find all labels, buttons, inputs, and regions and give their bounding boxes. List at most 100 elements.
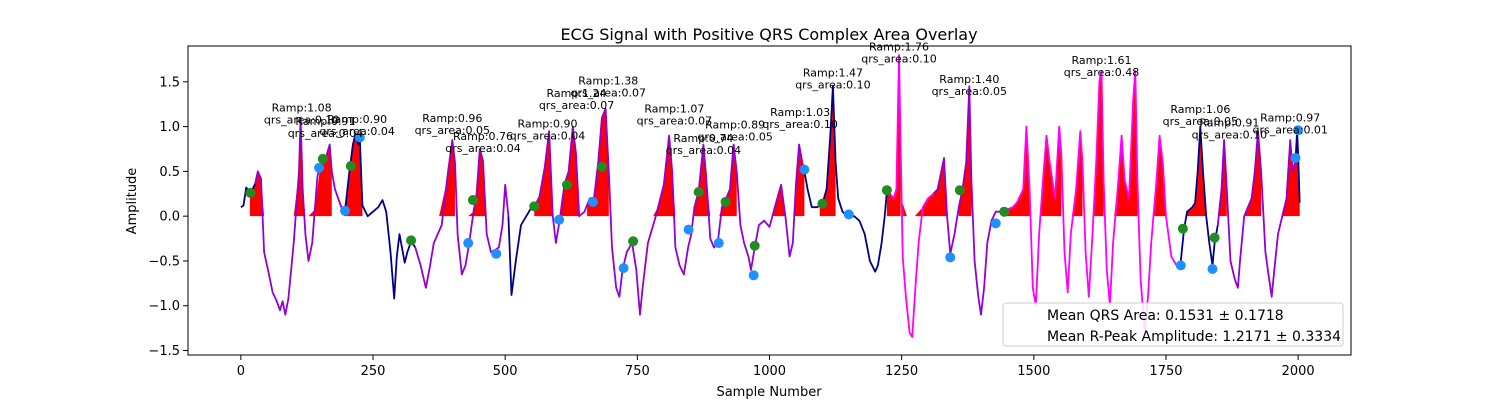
qrs-area-fill-5 (468, 149, 487, 217)
annotation-ramp-15: Ramp:1.61 (1071, 54, 1131, 67)
y-axis-ticks: −1.5 −1.0 −0.5 0.0 0.5 1.0 1.5 (148, 75, 188, 359)
wave-markers (245, 125, 1304, 281)
legend: Mean QRS Area: 0.1531 ± 0.1718 Mean R-Pe… (1002, 302, 1344, 347)
s-wave-marker-4 (491, 248, 502, 259)
s-wave-marker-12 (843, 209, 854, 220)
annotation-qrs-area-8: qrs_area:0.07 (637, 114, 712, 127)
s-wave-marker-3 (463, 238, 474, 249)
q-wave-marker-15 (999, 206, 1010, 217)
x-tick-label-8: 2000 (1282, 364, 1315, 379)
signal-segment-2 (340, 132, 417, 300)
signal-segment-8 (932, 85, 1005, 316)
x-tick-label-2: 500 (493, 364, 518, 379)
annotation-ramp-0: Ramp:1.08 (272, 101, 332, 114)
x-tick-label-1: 250 (361, 364, 386, 379)
qrs-area-fill-22 (1114, 71, 1138, 217)
annotation-ramp-2: Ramp:0.90 (327, 113, 387, 126)
signal-segment-9 (1003, 70, 1182, 334)
q-wave-marker-0 (245, 187, 256, 198)
s-wave-marker-17 (1290, 152, 1301, 163)
q-wave-marker-12 (817, 198, 828, 209)
annotation-ramp-7: Ramp:1.38 (578, 75, 638, 88)
annotation-qrs-area-11: qrs_area:0.10 (762, 118, 837, 131)
qrs-area-fill-16 (901, 157, 948, 217)
y-tick-label-2: −0.5 (148, 254, 180, 269)
q-wave-marker-4 (467, 195, 478, 206)
s-wave-marker-13 (945, 252, 956, 263)
q-wave-marker-17 (1209, 232, 1220, 243)
y-tick-label-5: 1.0 (159, 120, 180, 135)
annotation-qrs-area-2: qrs_area:0.04 (319, 125, 394, 138)
q-wave-marker-7 (596, 161, 607, 172)
qrs-area-fill-9 (653, 135, 676, 217)
x-axis-label: Sample Number (716, 385, 822, 400)
s-wave-marker-0 (314, 162, 325, 173)
y-tick-label-4: 0.5 (159, 165, 180, 180)
signal-segment-11 (1216, 130, 1297, 298)
annotation-ramp-14: Ramp:1.40 (939, 73, 999, 86)
annotation-qrs-area-12: qrs_area:0.10 (795, 79, 870, 92)
s-wave-marker-1 (340, 205, 351, 216)
annotation-qrs-area-0: qrs_area:0.10 (264, 113, 339, 126)
s-wave-marker-9 (713, 238, 724, 249)
signal-segment-5 (533, 107, 806, 316)
peak-annotations: Ramp:1.08qrs_area:0.10Ramp:0.91qrs_area:… (264, 41, 1328, 157)
annotation-ramp-1: Ramp:0.91 (295, 115, 355, 128)
s-wave-marker-7 (618, 263, 629, 274)
annotation-qrs-area-9: qrs_area:0.04 (666, 144, 741, 157)
annotation-qrs-area-10: qrs_area:0.05 (697, 130, 772, 143)
s-wave-marker-10 (748, 270, 759, 281)
y-tick-label-1: −1.0 (148, 299, 180, 314)
q-wave-marker-1 (317, 153, 328, 164)
annotation-ramp-3: Ramp:0.96 (422, 112, 482, 125)
q-wave-marker-3 (406, 235, 417, 246)
annotation-ramp-4: Ramp:0.76 (453, 130, 513, 143)
s-wave-marker-2 (354, 132, 365, 143)
s-wave-marker-8 (683, 224, 694, 235)
signal-segment-12 (1294, 130, 1301, 203)
q-wave-marker-2 (345, 161, 356, 172)
x-tick-label-3: 750 (625, 364, 650, 379)
q-wave-marker-16 (1177, 223, 1188, 234)
legend-box (1002, 302, 1344, 347)
annotation-qrs-area-17: qrs_area:0.10 (1192, 129, 1267, 142)
annotation-ramp-9: Ramp:0.74 (673, 132, 733, 145)
y-tick-label-3: 0.0 (159, 210, 180, 225)
annotation-qrs-area-15: qrs_area:0.48 (1064, 66, 1139, 79)
s-wave-marker-14 (990, 218, 1001, 229)
annotation-qrs-area-4: qrs_area:0.04 (445, 142, 520, 155)
qrs-area-fills (249, 54, 1300, 217)
qrs-area-fill-18 (1002, 126, 1030, 217)
annotation-ramp-16: Ramp:1.06 (1170, 103, 1230, 116)
annotation-ramp-17: Ramp:0.91 (1199, 117, 1259, 130)
annotation-ramp-13: Ramp:1.76 (869, 41, 929, 54)
annotation-ramp-10: Ramp:0.89 (705, 118, 765, 131)
qrs-area-fill-27 (1279, 131, 1300, 217)
annotation-qrs-area-3: qrs_area:0.05 (415, 124, 490, 137)
y-tick-label-0: −1.5 (148, 344, 180, 359)
annotation-qrs-area-1: qrs_area:0.04 (288, 127, 363, 140)
annotation-qrs-area-18: qrs_area:0.01 (1252, 123, 1327, 136)
y-axis-label: Amplitude (125, 168, 140, 235)
q-wave-marker-14 (954, 185, 965, 196)
chart-title: ECG Signal with Positive QRS Complex Are… (560, 25, 977, 44)
q-wave-marker-9 (693, 186, 704, 197)
x-axis-ticks: 0 250 500 750 1000 1250 1500 1750 2000 (237, 355, 1315, 379)
x-tick-label-4: 1000 (753, 364, 786, 379)
annotation-ramp-8: Ramp:1.07 (644, 102, 704, 115)
qrs-area-fill-6 (534, 131, 553, 217)
annotation-ramp-5: Ramp:0.90 (517, 118, 577, 131)
qrs-area-fill-8 (587, 108, 609, 217)
signal-segment-7 (886, 54, 934, 339)
legend-entry-mean-r-peak-amplitude: Mean R-Peak Amplitude: 1.2171 ± 0.3334 (1047, 329, 1341, 345)
x-tick-label-6: 1500 (1017, 364, 1050, 379)
x-tick-label-5: 1250 (885, 364, 918, 379)
x-tick-label-0: 0 (237, 364, 245, 379)
annotation-qrs-area-16: qrs_area:0.05 (1163, 115, 1238, 128)
signal-segment-4 (507, 206, 535, 296)
annotation-qrs-area-7: qrs_area:0.07 (571, 87, 646, 100)
annotation-ramp-18: Ramp:0.97 (1260, 111, 1320, 124)
x-tick-label-7: 1750 (1149, 364, 1182, 379)
annotation-qrs-area-6: qrs_area:0.07 (539, 99, 614, 112)
